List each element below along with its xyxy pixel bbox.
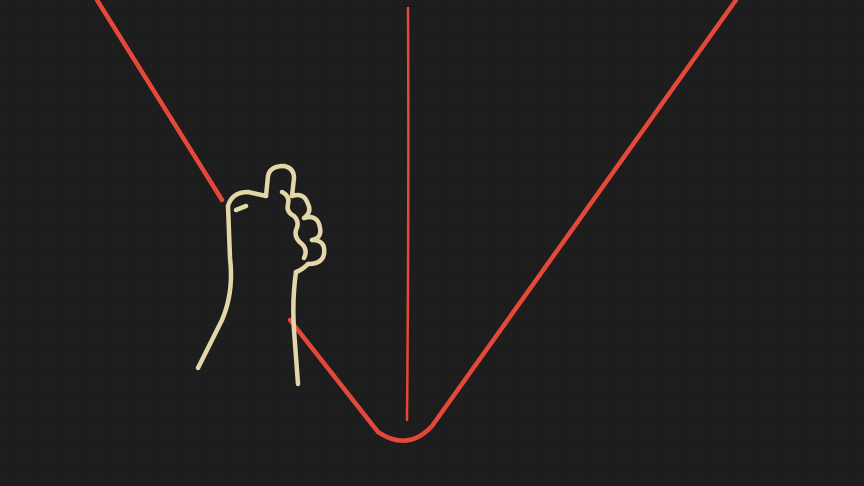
grasping-hand-icon xyxy=(195,163,327,387)
v-rope-icon xyxy=(94,0,739,443)
vertical-line-icon xyxy=(405,6,410,422)
